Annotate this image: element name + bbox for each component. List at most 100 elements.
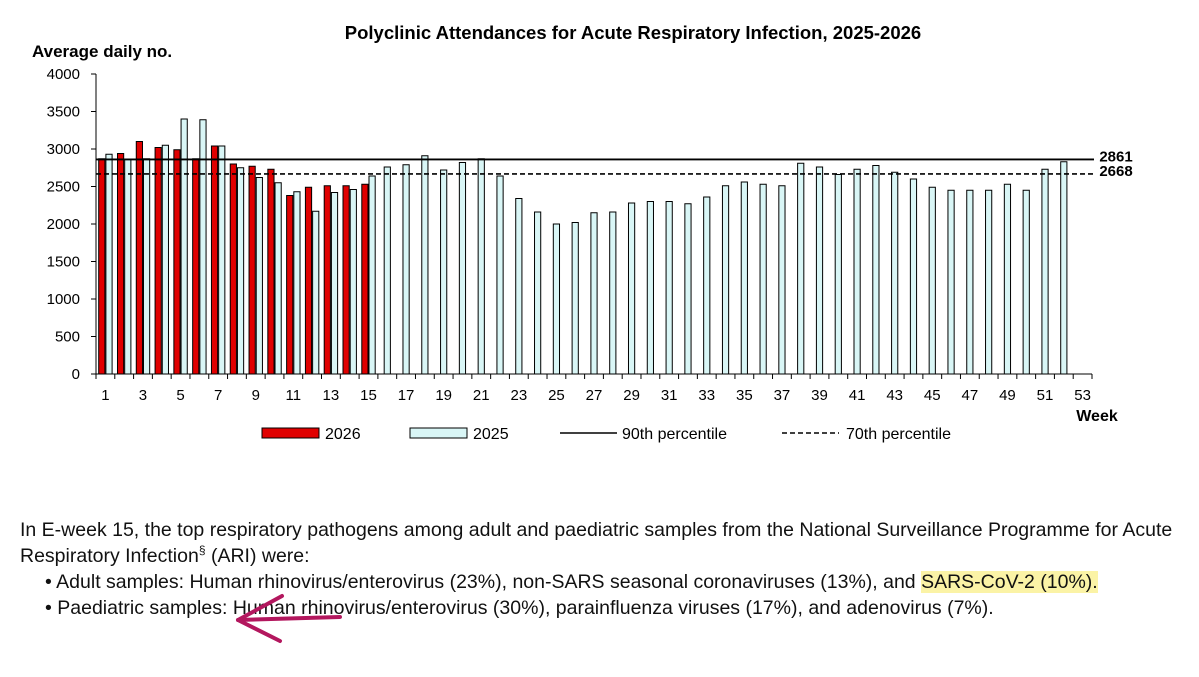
bar-2025 [853, 168, 861, 375]
bar-2026 [342, 185, 350, 375]
legend-swatch-2026 [261, 427, 320, 439]
bar-2025 [571, 222, 579, 375]
legend: 2026 2025 90th percentile 70th percentile [261, 426, 951, 443]
x-tick-label: 31 [661, 387, 678, 404]
bar-2025 [1003, 183, 1012, 375]
x-tick-label: 7 [214, 387, 222, 404]
paediatric-bullet: • Paediatric samples: Human rhinovirus/e… [45, 597, 994, 619]
bar-2025 [1022, 189, 1030, 375]
y-tick-label: 500 [55, 329, 80, 346]
x-tick-label: 11 [286, 387, 302, 404]
bar-2025 [255, 177, 263, 375]
x-tick-label: 35 [736, 387, 753, 404]
bars [98, 118, 1068, 375]
bar-2025 [609, 211, 617, 375]
bar-2025 [440, 169, 448, 375]
x-tick-label: 29 [623, 387, 640, 404]
adult-bullet: • Adult samples: Human rhinovirus/entero… [45, 571, 1098, 593]
x-tick-label: 27 [586, 387, 603, 404]
bar-2025 [834, 174, 842, 375]
bar-2025 [1041, 168, 1049, 375]
x-tick-label: 53 [1074, 387, 1091, 404]
bar-2025 [665, 201, 673, 375]
y-axis: 0 500 1000 1500 2000 2500 3000 3500 4000 [47, 66, 97, 383]
x-tick-label: 51 [1037, 387, 1054, 404]
x-tick-label: 9 [252, 387, 260, 404]
bar-2025 [142, 158, 151, 375]
bar-2025 [815, 166, 824, 375]
y-tick-label: 3000 [47, 141, 80, 158]
x-tick-label: 19 [435, 387, 452, 404]
commentary: In E-week 15, the top respiratory pathog… [20, 517, 1180, 621]
bar-2025 [740, 181, 748, 375]
footnote-marker: § [198, 543, 206, 557]
bar-2026 [173, 149, 181, 375]
bar-2025 [534, 211, 542, 375]
bar-2026 [286, 195, 294, 375]
x-tick-label: 49 [999, 387, 1016, 404]
bar-2025 [759, 183, 767, 375]
bar-2025 [872, 165, 880, 375]
x-tick-label: 39 [811, 387, 828, 404]
intro-paragraph: In E-week 15, the top respiratory pathog… [20, 519, 1173, 567]
y-tick-label: 2500 [47, 179, 80, 196]
y-tick-label: 0 [72, 366, 80, 383]
legend-label: 2025 [473, 426, 509, 443]
reference-line-label: 2668 [1099, 163, 1132, 180]
y-tick-label: 4000 [47, 66, 80, 83]
bar-2026 [229, 163, 237, 375]
bar-2026 [267, 168, 275, 375]
x-tick-label: 5 [176, 387, 184, 404]
legend-label: 70th percentile [846, 426, 951, 443]
bar-2026 [323, 185, 331, 375]
x-tick-label: 41 [849, 387, 866, 404]
x-tick-label: 13 [323, 387, 340, 404]
bar-2025 [721, 185, 730, 375]
x-tick-label: 21 [473, 387, 490, 404]
bar-2025 [778, 185, 786, 375]
bar-2025 [105, 153, 113, 375]
bar-2026 [135, 141, 143, 375]
bar-2026 [248, 165, 256, 375]
bar-2025 [330, 192, 339, 375]
x-tick-label: 23 [510, 387, 527, 404]
bar-2025 [236, 167, 245, 375]
reference-line-label: 2861 [1099, 148, 1132, 165]
bar-2025 [928, 186, 936, 375]
x-axis-label: Week [1076, 408, 1118, 425]
bar-2026 [361, 183, 369, 375]
bar-2025 [891, 171, 899, 375]
x-tick-label: 1 [101, 387, 109, 404]
x-tick-label: 47 [962, 387, 979, 404]
bar-2025 [684, 203, 692, 375]
bar-2025 [312, 210, 320, 375]
bar-2025 [218, 145, 226, 375]
bar-2025 [909, 178, 918, 375]
highlighted-text: SARS-CoV-2 (10%). [921, 571, 1098, 593]
bar-2025 [124, 159, 132, 375]
bar-2026 [192, 158, 200, 375]
chart: Polyclinic Attendances for Acute Respira… [32, 22, 1133, 443]
bar-2026 [98, 158, 106, 375]
bar-2025 [349, 189, 357, 375]
bar-2025 [703, 196, 711, 375]
bar-2025 [947, 189, 955, 375]
legend-label: 2026 [325, 426, 361, 443]
bar-2025 [797, 162, 805, 375]
bar-2025 [161, 144, 169, 375]
legend-swatch-2025 [409, 427, 468, 439]
bar-2026 [210, 145, 219, 375]
chart-title: Polyclinic Attendances for Acute Respira… [345, 22, 921, 43]
bar-2025 [368, 175, 376, 375]
y-axis-label: Average daily no. [32, 42, 172, 61]
x-axis: 1 3 5 7 9 11 13 15 17 19 21 23 25 27 29 31 33 35 37 39 41 43 4… [95, 373, 1093, 404]
x-tick-label: 37 [774, 387, 791, 404]
bar-2026 [116, 153, 125, 375]
x-tick-label: 25 [548, 387, 565, 404]
bar-2025 [646, 201, 654, 375]
x-tick-label: 3 [139, 387, 147, 404]
bar-2025 [402, 164, 410, 375]
bar-2026 [154, 147, 162, 375]
x-tick-label: 43 [886, 387, 903, 404]
